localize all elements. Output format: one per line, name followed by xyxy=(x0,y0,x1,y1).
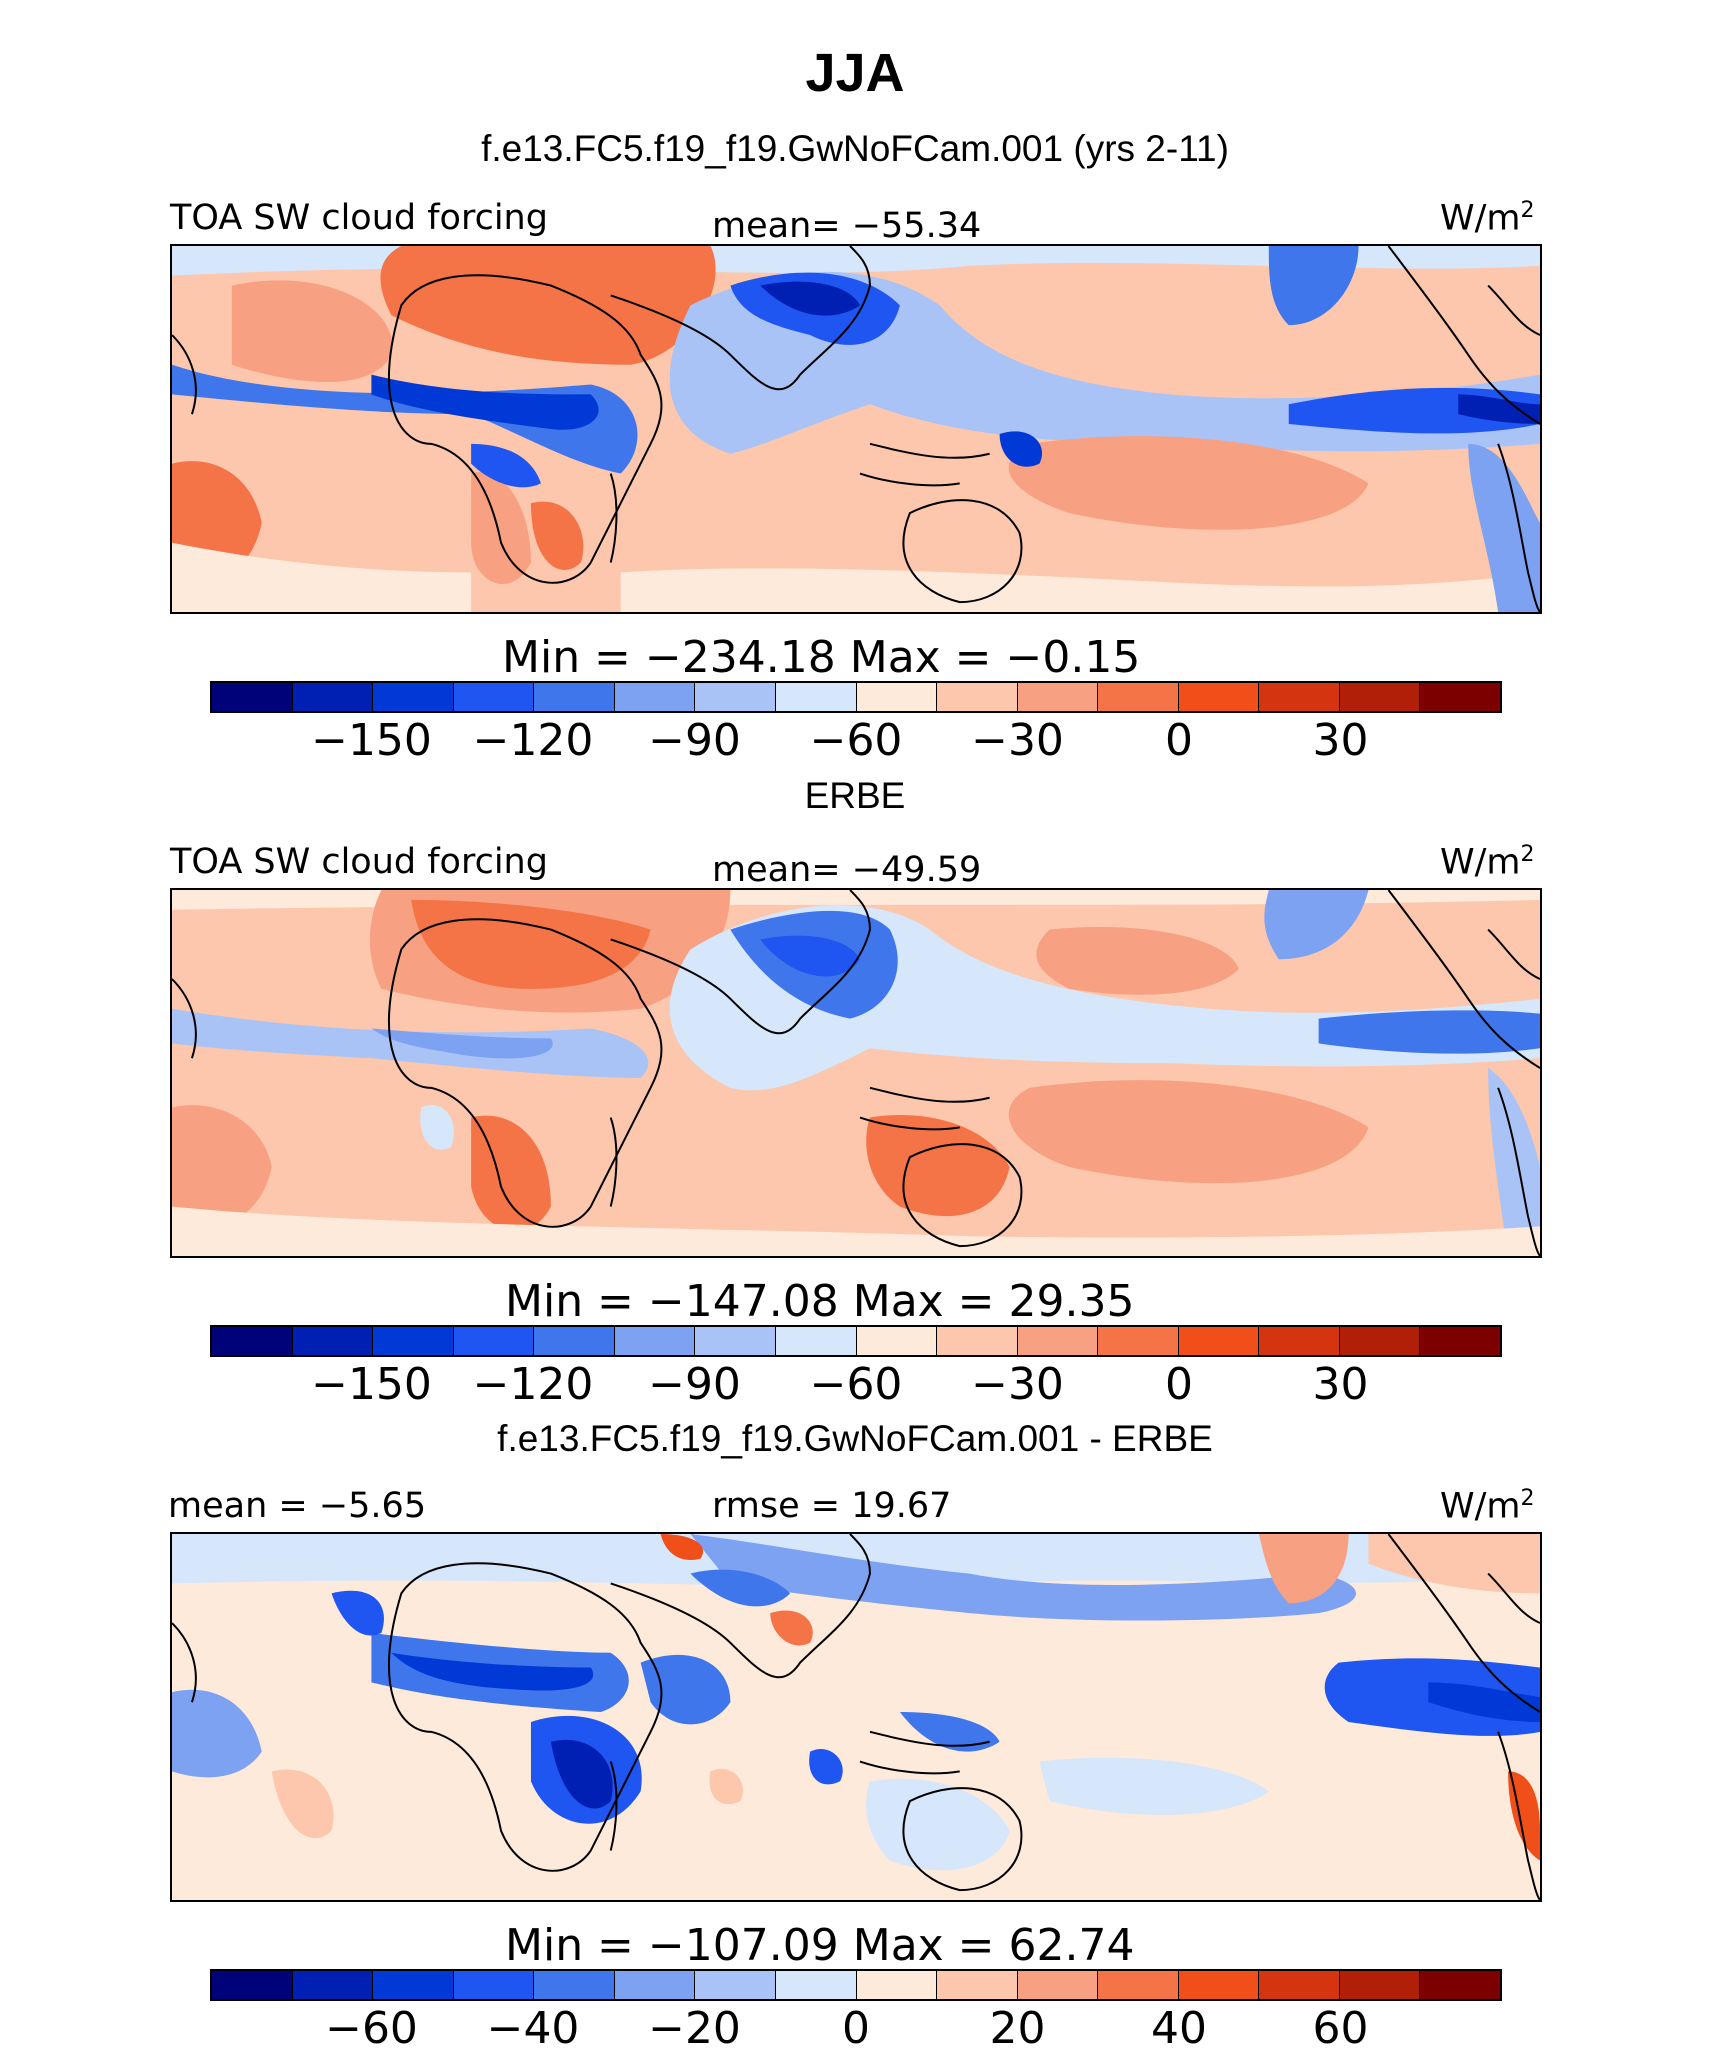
colorbar-swatch xyxy=(614,1327,696,1355)
panel3-units: W/m2 xyxy=(1440,1486,1535,1527)
colorbar-swatch xyxy=(373,1971,454,1999)
colorbar-swatch xyxy=(1420,1971,1500,1999)
colorbar-tick-label: 0 xyxy=(1165,1359,1193,1410)
colorbar-tick-label: −30 xyxy=(971,715,1064,766)
colorbar-swatch xyxy=(1178,683,1260,711)
colorbar-tick-label: −120 xyxy=(472,1359,594,1410)
panel1-contour-plot xyxy=(172,246,1540,612)
panel3-min-max: Min = −107.09 Max = 62.74 xyxy=(505,1920,1135,1971)
colorbar-tick-label: −150 xyxy=(311,1359,432,1410)
colorbar-swatch xyxy=(1178,1327,1260,1355)
colorbar-tick-label: −20 xyxy=(648,2003,741,2048)
panel1-units: W/m2 xyxy=(1440,198,1535,239)
colorbar-swatch xyxy=(695,1971,776,1999)
colorbar-swatch xyxy=(856,1327,938,1355)
panel2-subtitle: ERBE xyxy=(804,775,906,816)
colorbar-swatch xyxy=(373,1327,454,1355)
colorbar-tick-label: −90 xyxy=(648,715,741,766)
panel3-subtitle: f.e13.FC5.f19_f19.GwNoFCam.001 - ERBE xyxy=(497,1418,1213,1459)
panel2-colorbar xyxy=(210,1325,1502,1357)
colorbar-swatch xyxy=(775,1327,857,1355)
colorbar-swatch xyxy=(937,1971,1018,1999)
colorbar-swatch xyxy=(1098,1327,1179,1355)
panel2-left-label: TOA SW cloud forcing xyxy=(170,842,548,882)
colorbar-tick-label: −60 xyxy=(809,715,903,766)
panel1-map xyxy=(170,244,1542,614)
colorbar-tick-label: 60 xyxy=(1312,2003,1369,2048)
colorbar-swatch xyxy=(937,1327,1018,1355)
colorbar-swatch xyxy=(1259,1327,1340,1355)
panel1-colorbar-ticks: −150 −120 −90 −60 −30 0 30 xyxy=(0,715,1710,766)
colorbar-swatch xyxy=(453,1971,535,1999)
colorbar-swatch xyxy=(373,683,454,711)
colorbar-tick-label: −120 xyxy=(472,715,594,766)
colorbar-tick-label: −30 xyxy=(971,1359,1064,1410)
panel1-left-label: TOA SW cloud forcing xyxy=(170,198,548,238)
colorbar-swatch xyxy=(856,1971,938,1999)
colorbar-tick-label: −150 xyxy=(311,715,432,766)
colorbar-swatch xyxy=(614,683,696,711)
colorbar-swatch xyxy=(775,1971,857,1999)
panel3-contour-plot xyxy=(172,1534,1540,1900)
colorbar-swatch xyxy=(856,683,938,711)
colorbar-swatch xyxy=(1420,1327,1500,1355)
panel2-min-max: Min = −147.08 Max = 29.35 xyxy=(505,1276,1135,1327)
colorbar-swatch xyxy=(1339,1327,1421,1355)
colorbar-swatch xyxy=(292,1327,374,1355)
colorbar-tick-label: 40 xyxy=(1151,2003,1207,2048)
colorbar-swatch xyxy=(614,1971,696,1999)
colorbar-tick-label: −60 xyxy=(325,2003,418,2048)
panel3-mean-label: mean = −5.65 xyxy=(168,1486,427,1526)
panel1-min-max: Min = −234.18 Max = −0.15 xyxy=(502,632,1141,683)
colorbar-swatch xyxy=(1098,683,1179,711)
colorbar-swatch xyxy=(212,683,293,711)
colorbar-swatch xyxy=(937,683,1018,711)
colorbar-swatch xyxy=(1339,1971,1421,1999)
colorbar-swatch xyxy=(1017,1327,1099,1355)
panel2-contour-plot xyxy=(172,890,1540,1256)
colorbar-swatch xyxy=(534,1971,615,1999)
panel2-mean-label: mean= −49.59 xyxy=(712,850,982,890)
panel1-colorbar xyxy=(210,681,1502,713)
colorbar-swatch xyxy=(453,1327,535,1355)
colorbar-tick-label: 0 xyxy=(842,2003,870,2048)
colorbar-tick-label: −40 xyxy=(486,2003,580,2048)
colorbar-swatch xyxy=(1017,1971,1099,1999)
colorbar-tick-label: 0 xyxy=(1165,715,1193,766)
colorbar-swatch xyxy=(1098,1971,1179,1999)
colorbar-swatch xyxy=(695,1327,776,1355)
colorbar-swatch xyxy=(292,683,374,711)
panel3-rmse-label: rmse = 19.67 xyxy=(712,1486,952,1526)
panel3-map xyxy=(170,1532,1542,1902)
panel1-subtitle: f.e13.FC5.f19_f19.GwNoFCam.001 (yrs 2-11… xyxy=(481,128,1229,169)
colorbar-swatch xyxy=(1259,1971,1340,1999)
panel2-units: W/m2 xyxy=(1440,842,1535,883)
panel3-colorbar xyxy=(210,1969,1502,2001)
colorbar-swatch xyxy=(212,1971,293,1999)
colorbar-swatch xyxy=(212,1327,293,1355)
panel3-colorbar-ticks: −60 −40 −20 0 20 40 60 xyxy=(0,2003,1710,2048)
colorbar-tick-label: −60 xyxy=(809,1359,903,1410)
colorbar-swatch xyxy=(1017,683,1099,711)
colorbar-swatch xyxy=(1259,683,1340,711)
colorbar-tick-label: 20 xyxy=(989,2003,1046,2048)
colorbar-swatch xyxy=(453,683,535,711)
colorbar-swatch xyxy=(1178,1971,1260,1999)
colorbar-swatch xyxy=(1420,683,1500,711)
panel2-map xyxy=(170,888,1542,1258)
panel1-mean-label: mean= −55.34 xyxy=(712,206,982,246)
colorbar-swatch xyxy=(292,1971,374,1999)
page-title: JJA xyxy=(805,43,905,103)
colorbar-swatch xyxy=(534,683,615,711)
colorbar-swatch xyxy=(775,683,857,711)
colorbar-swatch xyxy=(1339,683,1421,711)
colorbar-swatch xyxy=(695,683,776,711)
colorbar-tick-label: −90 xyxy=(648,1359,741,1410)
colorbar-tick-label: 30 xyxy=(1312,1359,1369,1410)
colorbar-swatch xyxy=(534,1327,615,1355)
panel2-colorbar-ticks: −150 −120 −90 −60 −30 0 30 xyxy=(0,1359,1710,1410)
colorbar-tick-label: 30 xyxy=(1312,715,1369,766)
